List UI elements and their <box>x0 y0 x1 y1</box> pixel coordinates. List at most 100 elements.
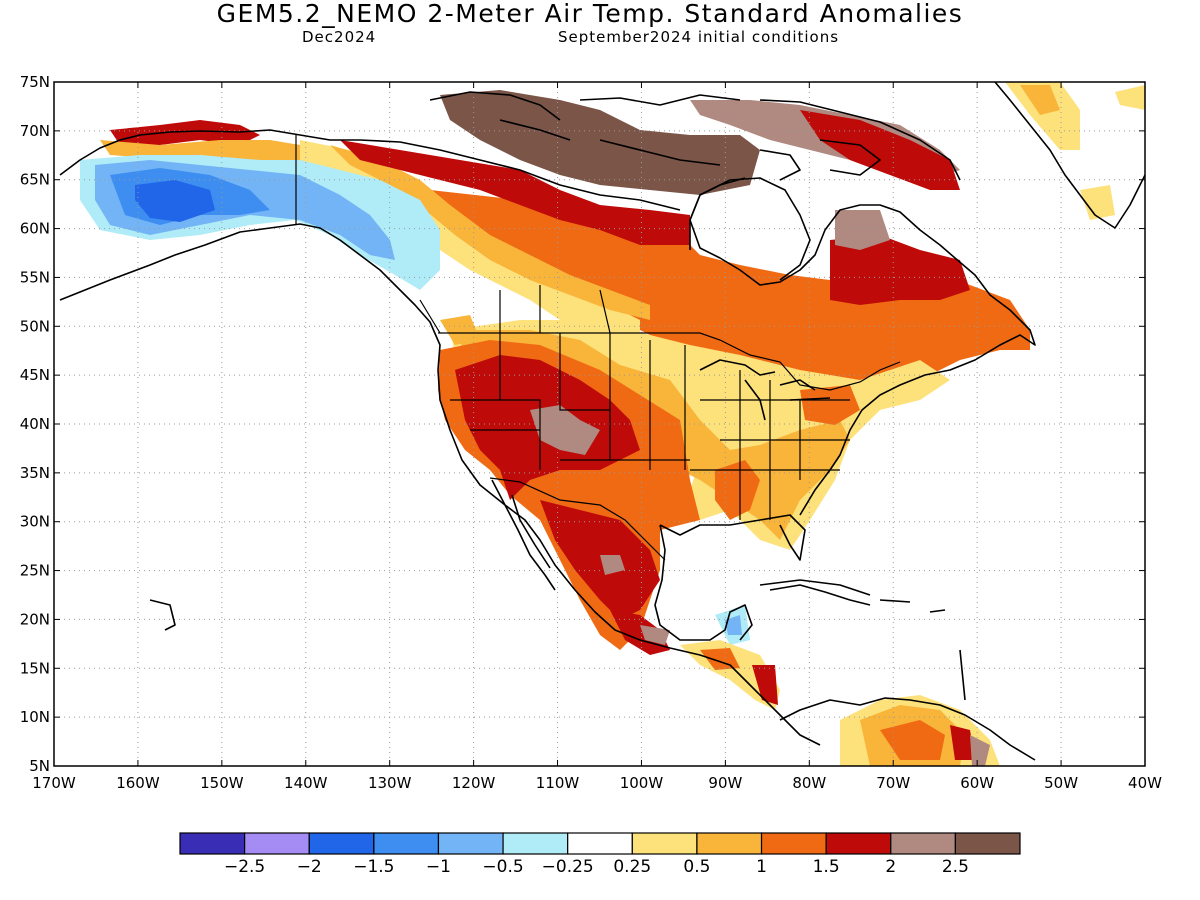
anomaly-region-samerica-orange <box>880 720 945 760</box>
graticule <box>54 82 1145 766</box>
coast-arctic-islands <box>429 91 961 181</box>
coast-south-america <box>779 697 1036 761</box>
lat-label: 55N <box>20 268 50 286</box>
colorbar-swatch <box>890 832 956 855</box>
colorbar-tick-label: 1 <box>756 857 767 877</box>
colorbar-swatch <box>437 832 504 855</box>
lat-label: 30N <box>20 513 50 531</box>
initial-conditions: September2024 initial conditions <box>558 28 840 46</box>
anomaly-region-quebec-red <box>830 235 970 305</box>
coast-greenland <box>994 82 1145 229</box>
political-borders <box>295 135 901 561</box>
colorbar-swatch <box>760 832 827 855</box>
coast-alaska-north <box>59 129 681 211</box>
anomaly-region-canada-orange <box>430 190 1030 400</box>
border-us-mexico <box>489 477 666 561</box>
colorbar-tick-label: 0.25 <box>613 857 652 877</box>
anomaly-region-west-tan <box>530 405 600 455</box>
colorbar-tick-label: −0.5 <box>482 857 524 877</box>
lon-label: 110W <box>536 774 580 792</box>
coastlines <box>59 82 1145 761</box>
forecast-month: Dec2024 <box>302 28 377 46</box>
lat-label: 40N <box>20 415 50 433</box>
anomaly-region-mexico-tan-south <box>640 625 670 645</box>
lat-label: 70N <box>20 122 50 140</box>
anomaly-region-samerica-tan <box>970 735 990 766</box>
anomaly-region-alaska-red <box>110 120 260 145</box>
lat-label: 10N <box>20 708 50 726</box>
coast-hudson-bay <box>689 177 811 281</box>
lat-label: 35N <box>20 464 50 482</box>
lon-label: 120W <box>452 774 496 792</box>
anomaly-region-arctic-red <box>340 140 690 245</box>
lat-label: 50N <box>20 317 50 335</box>
colorbar-swatch <box>502 832 569 855</box>
lat-label: 60N <box>20 220 50 238</box>
coast-gulf-of-mexico <box>654 514 806 641</box>
lon-label: 100W <box>620 774 664 792</box>
anomaly-region-arctic-brown <box>440 90 760 195</box>
anomaly-region-mexico-red <box>540 500 660 620</box>
lon-label: 130W <box>368 774 412 792</box>
colorbar-tick-label: −1.5 <box>353 857 395 877</box>
anomaly-region-samerica-red <box>950 725 975 760</box>
colorbar-tick-label: 1.5 <box>812 857 840 877</box>
lon-label: 40W <box>1128 774 1162 792</box>
coast-cuba <box>769 584 871 606</box>
lon-label: 140W <box>284 774 328 792</box>
colorbar-tick-label: −2.5 <box>223 857 266 877</box>
colorbar-swatch <box>631 832 698 855</box>
colorbar-swatch <box>308 832 375 855</box>
lon-label: 80W <box>792 774 826 792</box>
anomaly-region-alaska-darkblue <box>135 180 215 222</box>
anomaly-region-baffin-red <box>800 110 960 190</box>
lon-label: 60W <box>960 774 994 792</box>
colorbar-swatch <box>954 832 1021 855</box>
lon-label: 160W <box>116 774 160 792</box>
anomaly-region-greenland-yellow-ne <box>1115 85 1145 110</box>
axis-ticks <box>53 81 1146 767</box>
coast-north-america-west <box>59 223 821 746</box>
lon-label: 170W <box>32 774 76 792</box>
lat-label: 45N <box>20 366 50 384</box>
lat-label: 25N <box>20 562 50 580</box>
colorbar-swatch <box>825 832 892 855</box>
lon-label: 150W <box>200 774 244 792</box>
colorbar-tick-label: 2.5 <box>941 857 969 877</box>
colorbar <box>179 832 1021 855</box>
colorbar-swatch <box>696 832 763 855</box>
coast-east <box>689 177 1036 516</box>
lat-label: 15N <box>20 659 50 677</box>
lon-label: 90W <box>708 774 742 792</box>
lat-label: 75N <box>20 73 50 91</box>
anomaly-region-nw-canada-amber <box>330 145 650 320</box>
lon-label: 50W <box>1044 774 1078 792</box>
colorbar-swatch <box>567 832 633 855</box>
lon-label: 70W <box>876 774 910 792</box>
anomaly-region-greenland-yellow-s <box>1080 185 1115 220</box>
border-us-states <box>450 333 850 520</box>
colorbar-tick-label: −2 <box>296 857 322 877</box>
colorbar-swatch <box>244 832 310 855</box>
colorbar-swatch <box>373 832 440 855</box>
colorbar-tick-label: 2 <box>885 857 897 877</box>
anomaly-region-west-coast-amber <box>440 315 480 345</box>
colorbar-tick-label: −1 <box>425 857 451 877</box>
lat-label: 65N <box>20 171 50 189</box>
anomaly-region-nova-scotia-orange <box>990 320 1030 350</box>
anomaly-region-northeast-orange <box>800 385 860 425</box>
colorbar-swatch <box>179 832 246 855</box>
coast-caribbean <box>149 579 966 701</box>
lat-label: 20N <box>20 610 50 628</box>
colorbar-tick-label: 0.5 <box>683 857 711 877</box>
anomaly-region-quebec-brown <box>835 210 890 250</box>
anomaly-region-yucatan-blue <box>725 615 742 635</box>
border-us-canada <box>438 332 901 391</box>
anomaly-region-southeast-orange <box>715 460 760 520</box>
anomaly-region-mexico-tan <box>600 555 625 575</box>
colorbar-tick-label: −0.25 <box>541 857 594 877</box>
anomaly-region-greenland-amber <box>1020 85 1060 115</box>
map-title: GEM5.2_NEMO 2-Meter Air Temp. Standard A… <box>216 0 964 28</box>
anomaly-region-centralam-red <box>752 665 778 705</box>
